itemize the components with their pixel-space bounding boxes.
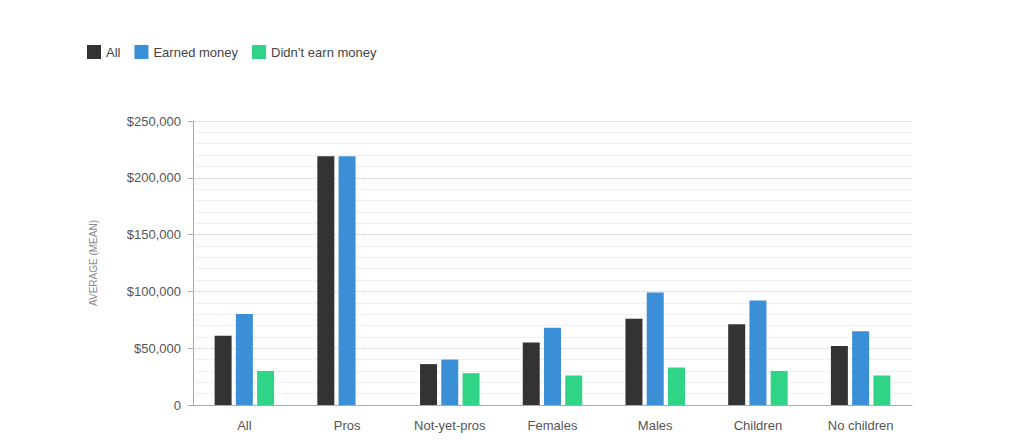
svg-text:$250,000: $250,000	[127, 114, 181, 129]
svg-text:Children: Children	[734, 418, 782, 433]
svg-text:No children: No children	[828, 418, 894, 433]
svg-text:AVERAGE (MEAN): AVERAGE (MEAN)	[88, 220, 99, 306]
svg-text:Not-yet-pros: Not-yet-pros	[414, 418, 486, 433]
svg-text:Males: Males	[638, 418, 673, 433]
svg-text:$150,000: $150,000	[127, 227, 181, 242]
svg-text:$100,000: $100,000	[127, 284, 181, 299]
svg-text:$50,000: $50,000	[134, 341, 181, 356]
svg-text:$200,000: $200,000	[127, 170, 181, 185]
svg-text:All: All	[237, 418, 252, 433]
svg-text:0: 0	[174, 398, 181, 413]
svg-text:Pros: Pros	[334, 418, 361, 433]
svg-text:All: All	[106, 45, 121, 60]
svg-text:Females: Females	[528, 418, 578, 433]
svg-text:Earned money: Earned money	[153, 45, 238, 60]
svg-text:Didn’t earn money: Didn’t earn money	[271, 45, 377, 60]
